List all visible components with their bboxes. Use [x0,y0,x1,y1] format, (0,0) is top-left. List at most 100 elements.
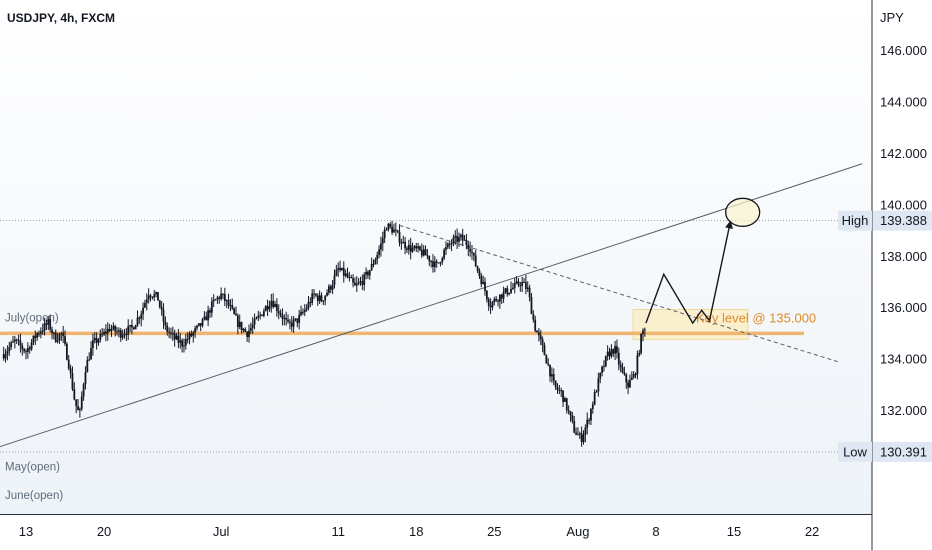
candle-body [311,293,314,303]
candle-body [593,392,596,405]
candle-body [160,307,163,310]
candle-body [305,308,308,310]
candle-body [333,275,336,285]
candle-body [441,258,444,263]
candle-body [504,288,507,292]
candle-body [116,331,118,333]
candle-body [422,249,425,256]
candle-body [571,415,574,421]
candle-body [328,286,330,293]
candle-body [487,299,490,306]
candle-body [606,351,609,356]
candle-body [577,434,579,436]
candle-body [378,249,380,255]
candle-body [186,339,189,341]
candle-body [73,389,76,400]
candle-body [196,325,198,329]
candle-body [485,290,488,300]
candle-body [608,351,611,357]
candle-body [168,331,170,333]
candle-body [344,273,347,276]
candle-body [513,283,516,288]
candle-body [491,302,494,308]
candle-body [173,333,176,340]
candle-body [8,347,11,352]
candle-body [582,434,585,442]
y-tick-label: 146.000 [880,43,927,58]
candle-body [227,300,230,306]
candle-body [612,349,615,354]
candle-body [348,276,351,278]
candle-body [616,346,618,353]
candle-body [446,243,449,248]
level-name-text: Low [843,444,867,459]
candle-body [415,246,418,249]
candle-body [283,317,286,319]
candle-body [38,333,40,335]
candle-body [322,300,325,302]
candle-body [463,239,466,241]
candle-body [114,325,117,332]
candle-body [118,330,120,332]
candle-body [101,333,104,335]
candle-body [60,332,63,334]
chart-title: USDJPY, 4h, FXCM [7,11,115,25]
candle-body [36,333,39,338]
candle-body [385,229,388,231]
candle-body [495,298,498,301]
x-tick-label: 25 [487,524,501,539]
candle-body [354,282,356,286]
candle-body [157,292,159,301]
y-tick-label: 134.000 [880,352,927,367]
candle-body [249,327,252,331]
candle-body [231,305,234,309]
price-axis-background[interactable] [872,0,932,514]
candle-body [4,354,7,359]
candle-body [419,246,421,250]
candle-body [365,271,367,275]
level-value-text: 139.388 [880,213,927,228]
candle-body [355,283,358,286]
candle-body [181,340,183,347]
candle-body [41,330,44,332]
candle-body [467,244,470,249]
candle-body [17,340,20,342]
candle-body [461,234,464,241]
candle-body [526,287,529,289]
candle-body [138,317,141,319]
candle-body [567,410,570,412]
candle-body [6,351,9,355]
rising-trendline[interactable] [0,163,863,449]
x-tick-label: 22 [805,524,819,539]
candle-body [318,295,321,301]
candle-body [324,295,327,301]
candle-body [394,229,397,231]
time-axis-background[interactable] [0,514,932,550]
candle-body [131,324,133,328]
candle-body [155,292,157,295]
chart-background [0,0,872,514]
candle-body [235,313,237,316]
candle-body [19,340,22,346]
candle-body [203,316,206,320]
projected-path[interactable] [645,220,732,325]
candle-body [197,323,200,326]
candle-body [90,348,92,360]
candle-body [350,276,353,279]
candle-body [121,335,124,338]
candle-body [86,360,89,373]
candle-body [547,363,550,365]
candle-body [210,301,213,313]
candle-body [565,398,568,411]
candle-body [253,318,256,325]
candle-body [359,281,362,283]
candle-body [190,333,193,336]
candle-body [424,249,427,256]
candle-body [452,237,455,244]
candle-body [361,281,364,286]
target-circle[interactable] [725,197,761,227]
candle-body [370,264,373,271]
candle-body [640,334,643,354]
